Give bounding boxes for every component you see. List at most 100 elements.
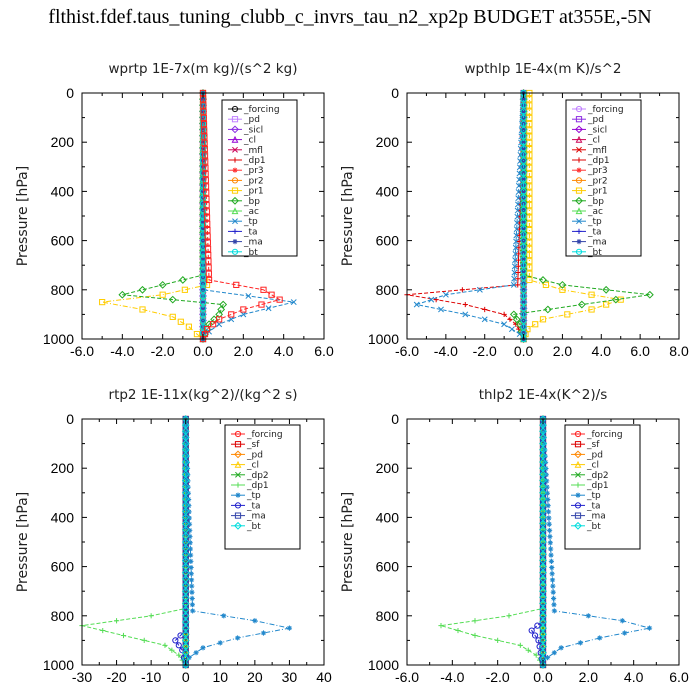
data-point xyxy=(520,145,527,152)
chart-title: rtp2 1E-11x(kg^2)/(kg^2 s) xyxy=(109,387,298,403)
legend-label: _bt xyxy=(587,248,602,258)
legend-marker xyxy=(232,157,238,163)
series-line xyxy=(523,93,621,340)
data-point xyxy=(545,496,551,503)
data-point xyxy=(508,326,515,333)
data-point xyxy=(216,321,223,328)
x-tick-label: -4.0 xyxy=(110,343,134,359)
y-tick-label: 600 xyxy=(376,559,400,575)
data-point xyxy=(178,276,187,284)
legend-marker xyxy=(234,521,242,530)
legend-marker xyxy=(232,146,238,153)
chart-panel-3: rtp2 1E-11x(kg^2)/(kg^2 s) Pressure [hPa]… xyxy=(15,387,332,685)
data-point xyxy=(520,305,527,311)
legend-label: _dp1 xyxy=(246,481,269,491)
data-point xyxy=(532,321,539,328)
legend-marker xyxy=(231,125,239,134)
data-point xyxy=(611,295,620,304)
data-point xyxy=(539,276,547,284)
data-point xyxy=(512,315,521,324)
legend-marker xyxy=(575,105,583,113)
data-point xyxy=(169,647,175,653)
y-tick-label: 800 xyxy=(376,608,400,624)
data-point xyxy=(545,509,552,515)
legend-marker xyxy=(231,116,239,123)
data-point xyxy=(189,602,196,608)
data-point xyxy=(188,571,194,577)
data-point xyxy=(559,286,566,293)
data-point xyxy=(276,296,283,303)
data-point xyxy=(200,121,208,128)
data-point xyxy=(541,434,547,441)
data-point xyxy=(520,157,527,164)
data-point xyxy=(201,127,208,134)
legend-marker xyxy=(234,450,242,459)
legend-label: _ta xyxy=(243,227,258,237)
data-point xyxy=(533,652,539,658)
y-tick-label: 0 xyxy=(391,411,399,427)
data-point xyxy=(531,632,539,639)
x-tick-label: -6.0 xyxy=(70,343,94,359)
legend-label: _ta xyxy=(586,501,601,511)
data-point xyxy=(200,145,206,151)
legend-label: _tp xyxy=(243,217,258,227)
legend-label: _tp xyxy=(587,217,602,227)
data-point xyxy=(193,650,199,656)
legend-label: _sicl xyxy=(587,125,607,135)
data-point xyxy=(548,552,554,558)
data-point xyxy=(201,152,209,159)
data-point xyxy=(520,188,527,194)
data-point xyxy=(184,453,190,459)
legend-label: _bt xyxy=(246,522,261,532)
data-point xyxy=(549,571,555,577)
y-tick-label: 0 xyxy=(66,411,74,427)
data-point xyxy=(520,182,527,189)
legend-label: _forcing xyxy=(243,105,280,115)
data-point xyxy=(551,650,557,656)
series-bt xyxy=(181,415,190,669)
data-point xyxy=(184,459,190,465)
x-tick-label: 40 xyxy=(316,669,332,685)
legend-marker xyxy=(576,157,582,163)
data-point xyxy=(551,602,557,608)
data-point xyxy=(442,291,449,298)
page-title: flthist.fdef.taus_tuning_clubb_c_invrs_t… xyxy=(48,6,652,28)
data-point xyxy=(205,258,212,265)
series-unlabeled xyxy=(199,89,283,343)
data-point xyxy=(240,306,247,313)
data-point xyxy=(526,251,533,259)
data-point xyxy=(526,258,533,265)
data-point xyxy=(200,102,207,109)
data-point xyxy=(472,618,478,624)
data-point xyxy=(501,311,507,317)
data-point xyxy=(199,305,207,312)
data-point xyxy=(200,108,206,115)
y-tick-label: 200 xyxy=(51,460,75,476)
data-point xyxy=(542,447,548,453)
data-point xyxy=(199,292,207,300)
data-point xyxy=(526,214,533,221)
data-point xyxy=(520,262,527,269)
data-point xyxy=(216,316,223,323)
data-point xyxy=(201,145,208,153)
x-tick-label: -4.0 xyxy=(440,669,464,685)
legend-label: _pr2 xyxy=(243,176,264,186)
data-point xyxy=(520,127,527,133)
data-point xyxy=(186,655,192,661)
data-point xyxy=(181,286,188,293)
legend-label: _pr3 xyxy=(243,166,264,176)
data-point xyxy=(526,177,533,184)
legend-label: _pr1 xyxy=(587,187,608,197)
chart-panel-1: wprtp 1E-7x(m kg)/(s^2 kg) Pressure [hPa]… xyxy=(15,61,334,359)
data-point xyxy=(603,301,610,308)
data-point xyxy=(205,276,213,284)
legend-label: _tp xyxy=(246,491,261,501)
legend-label: _ta xyxy=(246,501,261,511)
y-axis-label: Pressure [hPa] xyxy=(15,492,31,592)
data-point xyxy=(159,291,166,298)
data-point xyxy=(141,637,147,643)
legend-marker xyxy=(232,218,238,225)
data-point xyxy=(551,595,557,602)
y-tick-label: 800 xyxy=(51,282,75,298)
data-point xyxy=(507,316,513,322)
